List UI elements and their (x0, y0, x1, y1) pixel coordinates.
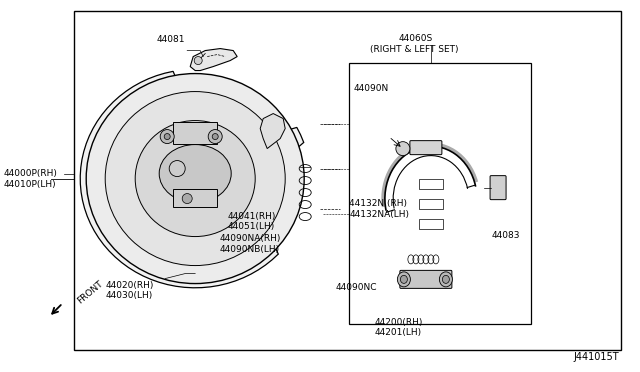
Text: 44083: 44083 (492, 231, 520, 240)
Ellipse shape (442, 275, 449, 283)
Text: 44020(RH): 44020(RH) (106, 281, 154, 290)
Text: 44030(LH): 44030(LH) (106, 291, 153, 300)
Circle shape (182, 193, 192, 203)
Ellipse shape (159, 145, 231, 203)
Text: 44060S: 44060S (398, 34, 433, 43)
Text: 44051(LH): 44051(LH) (227, 222, 275, 231)
Text: FRONT: FRONT (76, 279, 105, 306)
Circle shape (169, 161, 185, 177)
Text: 44132NA(LH): 44132NA(LH) (349, 210, 410, 219)
FancyBboxPatch shape (410, 141, 442, 155)
Text: 44090NA(RH): 44090NA(RH) (220, 234, 281, 243)
Ellipse shape (135, 121, 255, 237)
Polygon shape (190, 49, 237, 71)
Bar (349, 63, 531, 324)
Circle shape (208, 129, 222, 144)
Text: 44132N (RH): 44132N (RH) (349, 199, 408, 208)
Circle shape (194, 57, 202, 65)
Text: 44000P(RH): 44000P(RH) (3, 169, 57, 178)
Polygon shape (260, 113, 285, 148)
Circle shape (396, 142, 410, 155)
FancyBboxPatch shape (400, 270, 452, 288)
Text: 44201(LH): 44201(LH) (374, 328, 422, 337)
Circle shape (160, 129, 174, 144)
Circle shape (164, 134, 170, 140)
Ellipse shape (440, 272, 452, 287)
Ellipse shape (105, 92, 285, 266)
Text: 44090NC: 44090NC (336, 283, 378, 292)
Circle shape (212, 134, 218, 140)
Ellipse shape (397, 272, 410, 287)
Ellipse shape (86, 74, 304, 283)
Text: J441015T: J441015T (574, 352, 620, 362)
Text: 44090N: 44090N (353, 84, 388, 93)
Text: 44200(RH): 44200(RH) (374, 318, 423, 327)
Text: 44090NB(LH): 44090NB(LH) (220, 245, 280, 254)
Polygon shape (80, 71, 304, 288)
Text: 44041(RH): 44041(RH) (227, 212, 276, 221)
FancyBboxPatch shape (173, 122, 217, 144)
Bar (74, 11, 621, 350)
FancyBboxPatch shape (173, 189, 217, 206)
Ellipse shape (401, 275, 408, 283)
Text: (RIGHT & LEFT SET): (RIGHT & LEFT SET) (370, 45, 458, 54)
Text: 44081: 44081 (157, 35, 186, 44)
Text: 44010P(LH): 44010P(LH) (3, 180, 56, 189)
FancyBboxPatch shape (490, 176, 506, 200)
